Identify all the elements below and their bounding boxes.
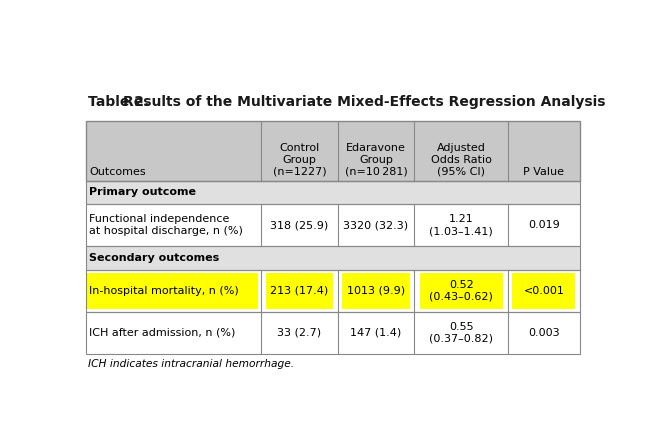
Bar	[86, 121, 580, 181]
Text: 318 (25.9): 318 (25.9)	[270, 220, 329, 230]
Text: <0.001: <0.001	[523, 286, 564, 296]
Text: 0.52
(0.43–0.62): 0.52 (0.43–0.62)	[430, 280, 493, 302]
Bar	[86, 312, 580, 354]
Bar	[86, 204, 580, 246]
Text: Edaravone
Group
(n=10 281): Edaravone Group (n=10 281)	[345, 143, 408, 176]
Text: 3320 (32.3): 3320 (32.3)	[344, 220, 409, 230]
Bar	[86, 181, 580, 204]
Text: 0.003: 0.003	[528, 328, 560, 338]
Text: Table 2.: Table 2.	[89, 96, 149, 110]
Text: P Value: P Value	[523, 167, 564, 176]
Bar	[86, 181, 580, 204]
Text: ICH after admission, n (%): ICH after admission, n (%)	[89, 328, 236, 338]
Bar	[512, 273, 575, 308]
Bar	[86, 312, 580, 354]
Bar	[86, 270, 580, 312]
Bar	[86, 246, 580, 270]
Bar	[420, 273, 503, 308]
Text: Outcomes: Outcomes	[89, 167, 146, 176]
Bar	[86, 204, 580, 246]
Text: 0.019: 0.019	[528, 220, 560, 230]
Text: Functional independence
at hospital discharge, n (%): Functional independence at hospital disc…	[89, 214, 243, 236]
Text: Control
Group
(n=1227): Control Group (n=1227)	[272, 143, 326, 176]
Text: Primary outcome: Primary outcome	[89, 187, 197, 198]
Text: 213 (17.4): 213 (17.4)	[270, 286, 329, 296]
Text: 1.21
(1.03–1.41): 1.21 (1.03–1.41)	[430, 214, 493, 236]
Bar	[86, 121, 580, 181]
Bar	[266, 273, 333, 308]
Text: 1013 (9.9): 1013 (9.9)	[347, 286, 405, 296]
Text: Secondary outcomes: Secondary outcomes	[89, 253, 219, 263]
Text: In-hospital mortality, n (%): In-hospital mortality, n (%)	[89, 286, 239, 296]
Bar	[342, 273, 410, 308]
Text: 0.55
(0.37–0.82): 0.55 (0.37–0.82)	[429, 322, 493, 343]
Bar	[86, 246, 580, 270]
Bar	[86, 270, 580, 312]
Bar	[87, 273, 258, 308]
Text: Results of the Multivariate Mixed-Effects Regression Analysis: Results of the Multivariate Mixed-Effect…	[124, 96, 606, 110]
Text: ICH indicates intracranial hemorrhage.: ICH indicates intracranial hemorrhage.	[89, 359, 294, 368]
Text: Adjusted
Odds Ratio
(95% CI): Adjusted Odds Ratio (95% CI)	[431, 143, 492, 176]
Text: 147 (1.4): 147 (1.4)	[351, 328, 402, 338]
Text: 33 (2.7): 33 (2.7)	[278, 328, 322, 338]
